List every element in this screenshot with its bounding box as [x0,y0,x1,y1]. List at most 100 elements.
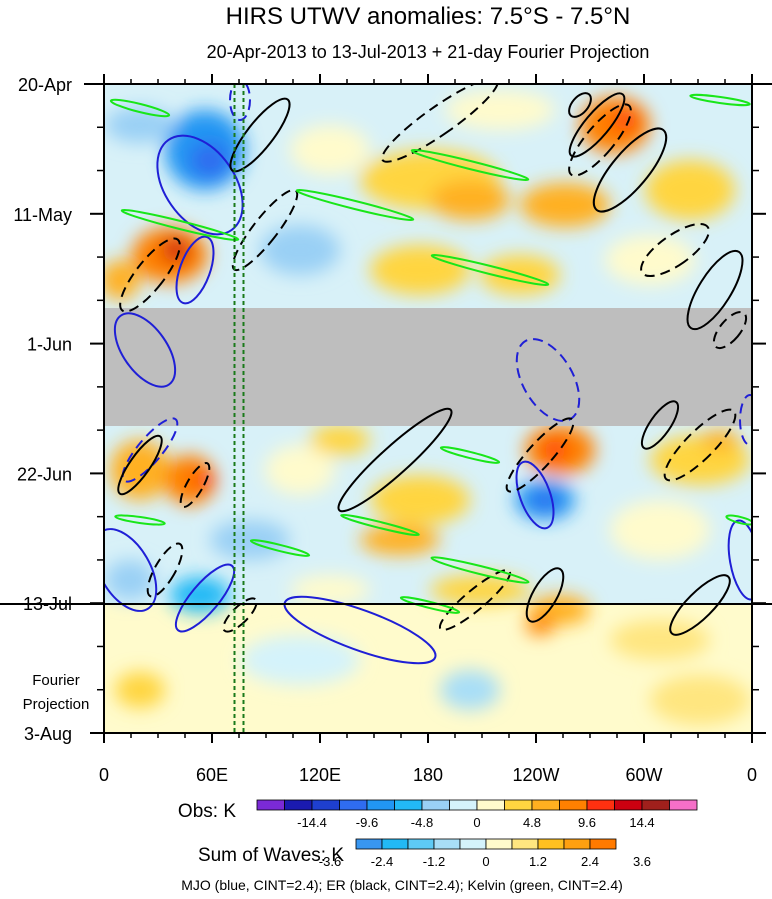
colorbar-swatch [531,799,560,811]
kelvin-contour [725,514,752,526]
er-contour [438,569,512,631]
colorbar-swatch [559,799,588,811]
mjo-contour [283,595,437,665]
er-contour [146,542,184,598]
y-tick-label: 11-May [13,205,72,225]
colorbar-level-label: -14.4 [297,815,327,830]
colorbar-swatch [563,838,591,850]
mjo-contour [104,528,158,612]
x-tick-label: 60W [625,765,662,785]
y-tick-label: 13-Jul [23,594,72,614]
y-tick-label: 22-Jun [17,464,72,484]
mjo-contour [515,460,555,530]
er-contour [381,84,499,163]
colorbar-swatch [339,799,368,811]
kelvin-contour [340,513,420,537]
kelvin-contour [109,98,171,118]
colorbar-level-label: 4.8 [523,815,541,830]
colorbar-swatch [433,838,461,850]
x-tick-label: 60E [196,765,228,785]
forecast-label-line2: Projection [23,696,90,713]
colorbar-swatch [311,799,340,811]
colorbar-swatch [284,799,313,811]
mjo-contour [156,134,244,236]
colorbar-swatch [586,799,615,811]
colorbar-swatch [537,838,565,850]
colorbar-level-label: 0 [482,854,489,869]
colorbar-swatch [476,799,505,811]
colorbar-label: Sum of Waves: K [198,845,344,866]
y-tick-label: 1-Jun [27,335,72,355]
er-contours [117,84,748,636]
mjo-contour [174,563,236,633]
colorbar-level-label: 1.2 [529,854,547,869]
er-contour [229,97,291,173]
plot-area [104,84,752,733]
er-contour [640,400,680,450]
colorbar-level-label: 14.4 [629,815,654,830]
er-contour [337,407,453,513]
obs-colorbar: Obs: K -14.4 -9.6 -4.8 0 4.8 9.6 14.4 [178,799,698,830]
colorbar-level-label: -9.6 [356,815,378,830]
er-contour [592,127,668,213]
forecast-label-line1: Fourier [32,672,80,689]
colorbar-swatch [355,838,383,850]
er-contour [525,567,565,623]
colorbar-swatch [381,838,409,850]
mjo-contour [229,84,251,121]
colorbar-swatch [641,799,670,811]
colorbar-swatch [366,799,395,811]
mjo-contour [121,417,179,483]
colorbar-swatch [485,838,513,850]
colorbar-level-label: 2.4 [581,854,599,869]
colorbar-swatch [504,799,533,811]
missing-data-band [104,308,752,426]
er-contour [117,434,163,496]
mjo-contour [113,312,177,388]
anomaly-shading [104,90,750,725]
colorbar-level-label: 0 [473,815,480,830]
er-contour [663,408,737,482]
colorbar-swatch [421,799,450,811]
kelvin-contour [399,596,461,614]
er-contour [179,461,211,509]
colorbar-swatch [407,838,435,850]
x-tick-label: 120W [512,765,559,785]
x-tick-label: 120E [299,765,341,785]
chart-title: HIRS UTWV anomalies: 7.5°S - 7.5°N [226,3,631,30]
colorbar-swatch [669,799,698,811]
colorbar-swatch [459,838,487,850]
kelvin-contours [109,93,752,614]
mjo-contour [739,394,752,446]
kelvin-contour [689,93,751,107]
er-contour [686,249,744,331]
er-contour [669,574,731,636]
er-contour [568,92,592,118]
kelvin-contour [430,556,530,584]
wave-legend-footer: MJO (blue, CINT=2.4); ER (black, CINT=2.… [181,877,623,893]
er-contour [640,222,710,278]
er-contour [119,237,181,313]
colorbar-swatch [589,838,617,850]
er-contour [712,310,748,350]
colorbar-swatch [394,799,423,811]
colorbar-level-label: 9.6 [578,815,596,830]
x-tick-label: 0 [99,765,109,785]
y-tick-label: 3-Aug [24,724,72,744]
x-tick-label: 180 [413,765,443,785]
x-tick-label: 0 [747,765,757,785]
colorbar-swatch [256,799,285,811]
colorbar-swatch [614,799,643,811]
colorbar-level-label: -4.8 [411,815,433,830]
colorbar-level-label: 3.6 [633,854,651,869]
er-contour [568,92,626,158]
x-axis-ticks: 0 60E 120E 180 120W 60W 0 [99,74,757,785]
kelvin-contour [410,148,530,182]
kelvin-contour [439,446,501,464]
kelvin-contour [430,253,550,287]
waves-colorbar: Sum of Waves: K-3.6 -2.4 -1.2 0 1.2 2.4 3.6 [198,838,651,869]
colorbar-level-label: -2.4 [371,854,393,869]
y-tick-label: 20-Apr [18,75,72,95]
colorbar-swatch [511,838,539,850]
